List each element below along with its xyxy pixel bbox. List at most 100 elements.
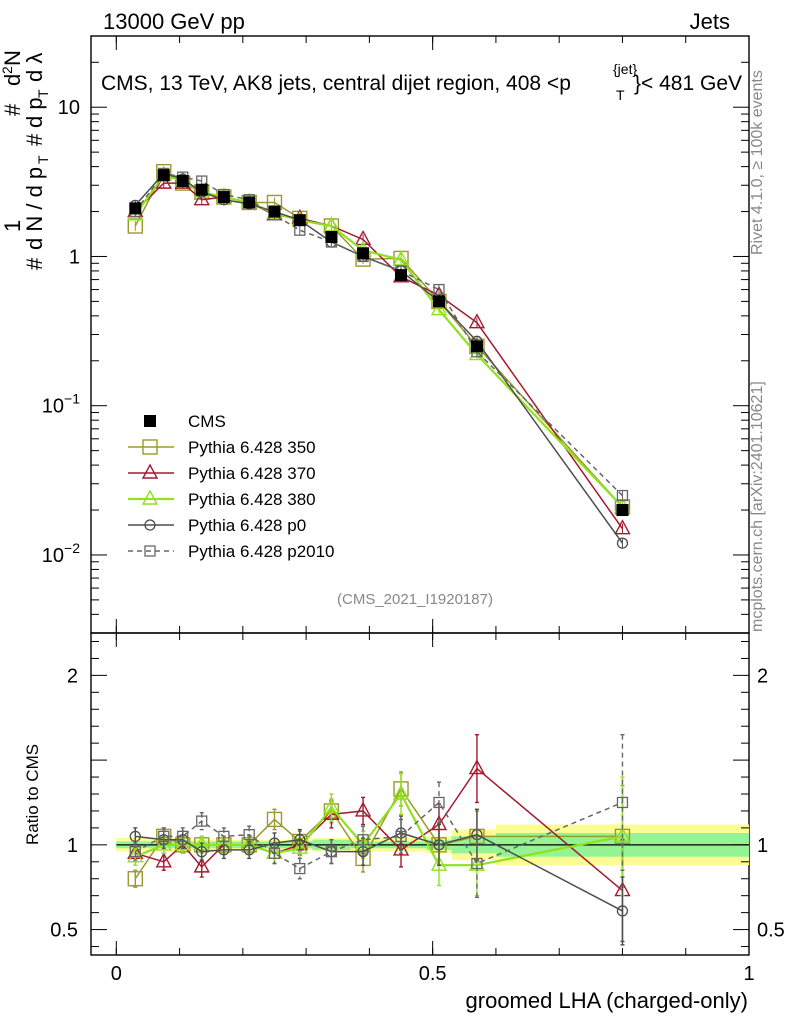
ratio-point-p380 xyxy=(614,826,631,843)
ratio-point-p380 xyxy=(291,838,308,854)
svg-text:d λ: d λ xyxy=(22,53,47,82)
plot-title-sub: T xyxy=(616,87,625,103)
y-tick-label: 10−1 xyxy=(42,391,80,418)
svg-text:d: d xyxy=(0,74,25,86)
ratio-point-p380 xyxy=(392,784,410,800)
y-tick-label: 1 xyxy=(69,246,80,268)
legend-marker-p350 xyxy=(142,439,158,455)
ratio-tick-label-left: 0.5 xyxy=(50,920,78,942)
ratio-point-p0 xyxy=(616,905,629,917)
plot-title-end: }< 481 GeV xyxy=(634,72,742,95)
ratio-point-p2010 xyxy=(395,830,407,843)
series-line-p2010 xyxy=(134,172,623,497)
data-point-p2010 xyxy=(616,489,629,502)
ratio-point-p2010 xyxy=(294,862,306,875)
legend-marker-p380 xyxy=(141,489,159,505)
series-line-p380 xyxy=(134,173,624,508)
x-tick-label: 0 xyxy=(111,963,122,985)
main-ylabel: # d N / d p T 1 # d p T # d λ d 2 N xyxy=(0,50,51,270)
legend-entry-p2010: Pythia 6.428 p2010 xyxy=(128,542,335,561)
plot-title: CMS, 13 TeV, AK8 jets, central dijet reg… xyxy=(101,61,742,103)
legend-marker-p370 xyxy=(141,463,159,479)
ratio-point-p370 xyxy=(193,857,210,873)
legend-entry-p350: Pythia 6.428 350 xyxy=(128,438,316,457)
ratio-point-p2010 xyxy=(177,830,189,843)
data-point-p370 xyxy=(468,313,486,329)
data-point-cms xyxy=(129,202,142,215)
data-point-p380 xyxy=(392,250,410,266)
series-p380 xyxy=(127,165,631,513)
data-point-p370 xyxy=(193,190,210,206)
plot-title-sup: {jet} xyxy=(613,61,637,77)
ratio-point-p2010 xyxy=(243,829,255,841)
series xyxy=(127,163,631,946)
legend-marker-p2010 xyxy=(144,545,156,557)
data-point-cms xyxy=(268,205,281,218)
ratio-point-p2010 xyxy=(196,815,208,827)
data-point-p380 xyxy=(430,300,448,316)
ratio-point-p2010 xyxy=(325,845,338,858)
svg-text:d p: d p xyxy=(22,97,47,128)
ratio-point-p2010 xyxy=(616,796,629,809)
ratio-point-p2010 xyxy=(357,834,369,846)
legend-label: CMS xyxy=(188,412,226,431)
ratio-tick-label-left: 1 xyxy=(67,835,78,857)
ratio-tick-label-left: 2 xyxy=(67,665,78,687)
legend-entry-p370: Pythia 6.428 370 xyxy=(128,463,316,483)
ratio-point-p2010 xyxy=(129,845,141,858)
ratio-point-p370 xyxy=(392,840,410,856)
ratio-point-p2010 xyxy=(433,796,445,809)
ratio-frame xyxy=(90,632,750,956)
data-point-cms xyxy=(243,196,256,209)
data-point-cms xyxy=(157,169,170,182)
svg-text:T: T xyxy=(35,89,51,98)
ratio-point-p0 xyxy=(433,839,445,851)
ref-label: mcplots.cern.ch [arXiv:2401.10621] xyxy=(749,381,766,632)
ratio-point-p350 xyxy=(127,871,143,887)
ratio-point-p380 xyxy=(323,798,340,814)
ratio-tick-label-right: 0.5 xyxy=(757,920,785,942)
legend-marker-cms xyxy=(144,415,156,427)
ratio-point-p0 xyxy=(294,834,306,846)
svg-text:2: 2 xyxy=(0,66,15,74)
svg-text:#: # xyxy=(22,133,47,146)
legend-label: Pythia 6.428 350 xyxy=(188,438,316,457)
data-point-cms xyxy=(470,340,483,353)
ratio-point-p350 xyxy=(266,811,283,828)
data-point-cms xyxy=(616,504,629,517)
svg-text:d N / d p: d N / d p xyxy=(22,167,47,250)
rivet-label: Rivet 4.1.0, ≥ 100k events xyxy=(749,70,766,255)
legend-entry-cms: CMS xyxy=(144,412,226,431)
data-point-cms xyxy=(432,295,445,308)
data-point-cms xyxy=(217,191,230,204)
data-point-cms xyxy=(325,231,338,244)
ratio-line-p380 xyxy=(134,791,623,867)
x-tick-label: 0.5 xyxy=(419,963,447,985)
ratio-ylabel: Ratio to CMS xyxy=(23,744,42,845)
series-line-p0 xyxy=(134,172,624,544)
ratio-point-p370 xyxy=(468,759,486,775)
legend-marker-p0 xyxy=(144,519,156,531)
svg-text:1: 1 xyxy=(0,220,25,232)
ratio-point-p370 xyxy=(155,852,172,868)
legend-entry-p0: Pythia 6.428 p0 xyxy=(128,516,306,535)
category-label: Jets xyxy=(690,9,730,34)
svg-text:#: # xyxy=(0,103,25,116)
data-point-cms xyxy=(176,175,189,188)
legend-entry-p380: Pythia 6.428 380 xyxy=(128,489,316,509)
ratio-point-p2010 xyxy=(268,847,281,859)
ratio-point-p2010 xyxy=(158,830,170,843)
ratio-point-p2010 xyxy=(218,830,230,843)
data-point-p370 xyxy=(614,519,631,535)
legend-label: Pythia 6.428 p2010 xyxy=(188,542,335,561)
data-point-p380 xyxy=(468,345,486,361)
legend: CMS Pythia 6.428 350 Pythia 6.428 370 Pythi… xyxy=(128,412,335,561)
plot-title-main: CMS, 13 TeV, AK8 jets, central dijet reg… xyxy=(101,72,571,95)
ratio-line-p2010 xyxy=(134,801,623,870)
y-tick-label: 10−2 xyxy=(42,540,80,567)
svg-text:#: # xyxy=(22,257,47,270)
series-p350 xyxy=(127,163,631,515)
svg-text:N: N xyxy=(0,50,25,66)
